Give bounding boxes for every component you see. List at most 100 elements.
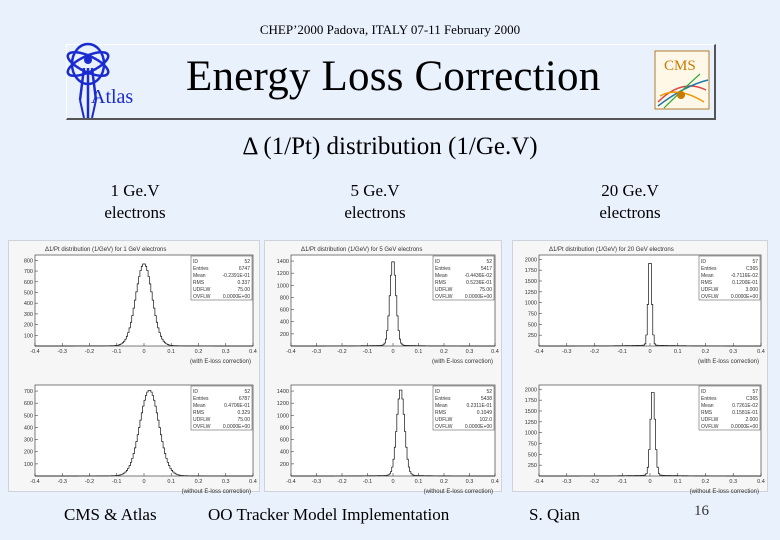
- column-label-1gev: 1 Ge.V electrons: [55, 180, 215, 224]
- stats-key: ID: [435, 259, 440, 265]
- stats-value: 0.337: [237, 280, 250, 286]
- stats-value: -0.4436E-02: [464, 273, 492, 279]
- x-tick-label: 0.3: [222, 479, 230, 485]
- stats-box: [698, 385, 761, 431]
- x-tick-label: 0.4: [491, 349, 499, 355]
- x-tick-label: -0.1: [112, 349, 121, 355]
- stats-value: 0.7261E-02: [732, 403, 758, 409]
- y-tick-label: 1250: [525, 420, 537, 426]
- x-tick-label: -0.4: [286, 479, 295, 485]
- y-tick-label: 1500: [525, 279, 537, 285]
- conference-header: CHEP’2000 Padova, ITALY 07-11 February 2…: [259, 22, 521, 37]
- stats-value: 0.1049: [477, 410, 493, 416]
- y-tick-label: 600: [280, 438, 289, 444]
- plot-title: Δ1/Pt distribution (1/GeV) for 5 GeV ele…: [301, 247, 422, 253]
- x-tick-label: -0.1: [112, 479, 121, 485]
- stats-value: 0.0000E+00: [731, 424, 758, 430]
- histogram-5gev-with-correction: Δ1/Pt distribution (1/GeV) for 5 GeV ele…: [277, 247, 499, 365]
- stats-key: Mean: [193, 273, 206, 279]
- y-tick-label: 300: [24, 438, 33, 444]
- column-label-line1: 5 Ge.V: [350, 181, 400, 200]
- stats-key: RMS: [435, 410, 447, 416]
- y-tick-label: 500: [528, 452, 537, 458]
- stats-key: UDFLW: [435, 417, 453, 423]
- y-tick-label: 1000: [277, 413, 289, 419]
- y-tick-label: 800: [280, 295, 289, 301]
- x-tick-label: -0.3: [312, 349, 321, 355]
- stats-key: RMS: [193, 280, 205, 286]
- y-tick-label: 1500: [525, 409, 537, 415]
- y-tick-label: 500: [24, 413, 33, 419]
- histogram-1gev-with-correction: Δ1/Pt distribution (1/GeV) for 1 GeV ele…: [24, 247, 257, 365]
- x-tick-label: 0: [142, 349, 145, 355]
- stats-box: [432, 255, 495, 301]
- x-tick-label: 0: [142, 479, 145, 485]
- cms-logo-text: CMS: [664, 58, 696, 74]
- x-tick-label: 0.4: [249, 479, 257, 485]
- y-tick-label: 600: [24, 280, 33, 286]
- x-tick-label: 0.3: [466, 349, 474, 355]
- x-tick-label: 0.1: [167, 479, 175, 485]
- stats-key: Mean: [193, 403, 206, 409]
- y-tick-label: 400: [280, 320, 289, 326]
- stats-value: 0.1200E-01: [732, 280, 758, 286]
- y-tick-label: 1000: [277, 283, 289, 289]
- stats-key: UDFLW: [193, 417, 211, 423]
- x-tick-label: 0.1: [167, 349, 175, 355]
- stats-value: 52: [244, 259, 250, 265]
- x-axis-label: (without E-loss correction): [424, 489, 493, 495]
- stats-key: ID: [193, 389, 198, 395]
- x-tick-label: -0.3: [312, 479, 321, 485]
- stats-value: 2.000: [745, 417, 758, 423]
- y-tick-label: 1200: [277, 401, 289, 407]
- y-tick-label: 800: [24, 258, 33, 264]
- x-tick-label: 0.4: [757, 479, 765, 485]
- plot-panel-20gev: Δ1/Pt distribution (1/GeV) for 20 GeV el…: [512, 240, 768, 495]
- y-tick-label: 800: [280, 425, 289, 431]
- stats-value: 3.000: [745, 287, 758, 293]
- stats-value: 52: [486, 259, 492, 265]
- column-label-line2: electrons: [344, 203, 406, 222]
- stats-key: OVFLW: [193, 424, 211, 430]
- stats-key: OVFLW: [193, 294, 211, 300]
- y-tick-label: 2000: [525, 257, 537, 263]
- stats-value: 75.00: [237, 417, 250, 423]
- stats-value: 0.0000E+00: [731, 294, 758, 300]
- stats-key: UDFLW: [193, 287, 211, 293]
- y-tick-label: 1400: [277, 259, 289, 265]
- x-tick-label: -0.4: [534, 479, 543, 485]
- y-tick-label: 400: [280, 450, 289, 456]
- x-tick-label: -0.4: [30, 349, 39, 355]
- x-tick-label: 0.4: [757, 349, 765, 355]
- x-tick-label: 0.2: [702, 349, 710, 355]
- histogram-line: [290, 389, 496, 477]
- stats-value: 57: [752, 389, 758, 395]
- stats-key: ID: [701, 259, 706, 265]
- stats-key: RMS: [701, 410, 713, 416]
- x-tick-label: -0.2: [337, 349, 346, 355]
- column-label-line1: 1 Ge.V: [110, 181, 160, 200]
- stats-value: 0.0000E+00: [465, 294, 492, 300]
- y-tick-label: 100: [24, 333, 33, 339]
- slide-title: Energy Loss Correction: [186, 53, 601, 100]
- x-tick-label: -0.4: [30, 479, 39, 485]
- x-tick-label: -0.1: [618, 479, 627, 485]
- stats-value: 0.0000E+00: [223, 294, 250, 300]
- y-tick-label: 200: [280, 332, 289, 338]
- x-tick-label: 0.1: [415, 479, 423, 485]
- y-tick-label: 400: [24, 425, 33, 431]
- y-tick-label: 1750: [525, 268, 537, 274]
- stats-value: 0.2311E-01: [467, 403, 493, 409]
- stats-value: 0.0000E+00: [465, 424, 492, 430]
- stats-value: C365: [746, 396, 758, 402]
- y-tick-label: 250: [528, 333, 537, 339]
- atlas-label: Atlas: [91, 86, 134, 108]
- y-tick-label: 600: [24, 401, 33, 407]
- stats-value: 0.0000E+00: [223, 424, 250, 430]
- stats-value: 75.00: [479, 287, 492, 293]
- stats-value: -0.7116E-02: [731, 273, 758, 279]
- plot-title: Δ1/Pt distribution (1/GeV) for 20 GeV el…: [549, 247, 674, 253]
- stats-key: Entries: [701, 396, 717, 402]
- x-axis-label: (without E-loss correction): [182, 489, 251, 495]
- x-tick-label: 0.4: [249, 349, 257, 355]
